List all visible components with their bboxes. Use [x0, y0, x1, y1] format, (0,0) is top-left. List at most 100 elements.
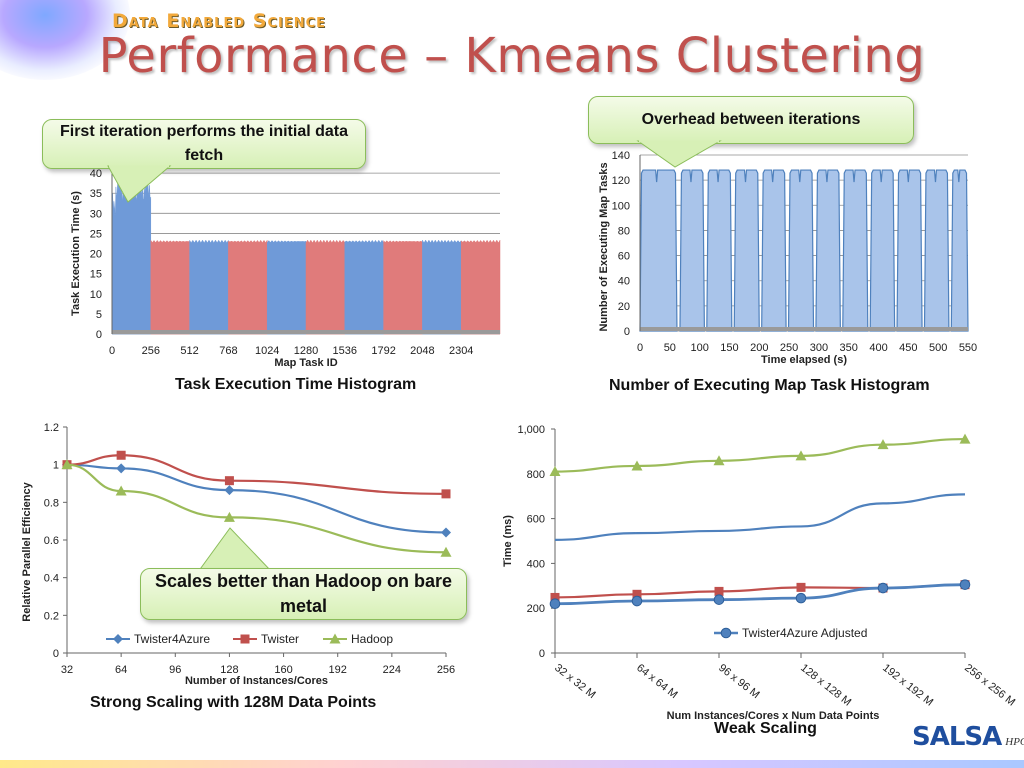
x-tick-label: 256 — [142, 345, 160, 357]
y-tick-label: 600 — [527, 514, 545, 526]
legend-marker — [720, 627, 732, 639]
x-axis-label: Map Task ID — [274, 357, 337, 369]
legend-marker — [113, 634, 123, 644]
data-point-twister — [224, 476, 234, 486]
data-point — [631, 460, 643, 471]
x-tick-label: 256 x 256 M — [962, 662, 1017, 709]
data-point-twister4azure — [224, 485, 235, 496]
executing-tasks-area — [896, 169, 923, 332]
x-tick-label: 32 x 32 M — [552, 662, 597, 701]
y-tick-label: 1,000 — [517, 424, 545, 436]
strong-scaling-chart: 0 0.2 0.4 0.6 0.8 1 1.2 32 64 96 128 160 192 224 256 Tw… — [21, 422, 455, 687]
executing-tasks-area — [815, 169, 841, 332]
executing-tasks-area — [869, 169, 896, 332]
x-tick-label: 550 — [959, 342, 977, 354]
executing-tasks-area — [842, 169, 869, 332]
y-tick-label: 0.6 — [44, 535, 59, 547]
x-tick-label: 96 — [169, 664, 181, 676]
x-tick-label: 350 — [840, 342, 858, 354]
x-tick-label: 512 — [180, 345, 198, 357]
y-tick-label: 120 — [612, 175, 630, 187]
executing-tasks-area — [761, 169, 787, 332]
y-tick-label: 0.8 — [44, 497, 59, 509]
caption-executing-histogram: Number of Executing Map Task Histogram — [609, 377, 930, 394]
y-tick-label: 35 — [90, 188, 102, 200]
data-point-hadoop — [440, 546, 452, 557]
x-tick-label: 64 — [115, 664, 127, 676]
data-point-hadoop — [61, 459, 73, 470]
data-point-hadoop — [223, 511, 235, 522]
histogram-bar — [422, 239, 462, 335]
x-tick-label: 400 — [869, 342, 887, 354]
x-tick-label: 1280 — [294, 345, 318, 357]
executing-tasks-area — [787, 169, 815, 332]
y-tick-label: 400 — [527, 558, 545, 570]
y-axis-label: Number of Executing Map Tasks — [598, 162, 610, 331]
bottom-gradient-bar — [0, 760, 1024, 768]
data-point — [713, 594, 725, 605]
x-axis-label: Num Instances/Cores x Num Data Points — [667, 710, 880, 722]
legend-marker — [240, 634, 250, 644]
series-line-twister4azure — [66, 463, 447, 534]
x-tick-label: 768 — [219, 345, 237, 357]
data-point — [959, 433, 971, 444]
salsa-hpc-logo: SALSAHPC — [912, 722, 1024, 752]
data-point — [714, 586, 724, 596]
legend-label: Hadoop — [351, 632, 393, 646]
y-tick-label: 40 — [618, 276, 630, 288]
legend-marker — [329, 633, 341, 644]
data-point-twister — [441, 489, 451, 499]
data-point-hadoop — [115, 485, 127, 496]
data-point — [877, 439, 889, 450]
executing-tasks-area — [733, 169, 760, 332]
data-point — [631, 595, 643, 607]
baseline-band — [112, 330, 500, 334]
caption-strong-scaling: Strong Scaling with 128M Data Points — [90, 694, 377, 711]
y-tick-label: 140 — [612, 150, 630, 162]
y-tick-label: 40 — [90, 168, 102, 180]
y-tick-label: 0 — [96, 329, 102, 341]
brand-header: Data Enabled Science — [112, 10, 326, 32]
histogram-bar — [150, 239, 190, 335]
legend-label: Twister4Azure — [134, 632, 210, 646]
y-tick-label: 25 — [90, 228, 102, 240]
x-axis-label: Number of Instances/Cores — [185, 675, 328, 687]
data-point — [549, 598, 561, 610]
y-tick-label: 20 — [90, 249, 102, 261]
series-line-hadoop — [66, 463, 447, 554]
data-point — [795, 450, 807, 461]
histogram-bar — [383, 239, 423, 335]
x-tick-label: 0 — [637, 342, 643, 354]
x-tick-label: 450 — [899, 342, 917, 354]
data-point-twister4azure — [441, 527, 451, 538]
data-point — [796, 582, 806, 592]
x-tick-label: 200 — [750, 342, 768, 354]
hpc-logo-suffix: HPC — [1005, 736, 1024, 748]
executing-tasks-area — [950, 169, 969, 332]
y-tick-label: 10 — [90, 289, 102, 301]
histogram-bar — [460, 239, 501, 335]
callout-overhead-pointer — [636, 140, 722, 168]
y-axis-label: Time (ms) — [502, 515, 514, 567]
x-tick-label: 50 — [664, 342, 676, 354]
x-tick-label: 64 x 64 M — [634, 662, 679, 701]
x-tick-label: 250 — [780, 342, 798, 354]
histogram-bar — [305, 239, 346, 335]
executing-tasks-area — [639, 169, 678, 332]
data-point — [550, 592, 560, 602]
x-tick-label: 1792 — [371, 345, 395, 357]
page-title: Performance – Kmeans Clustering — [98, 28, 926, 84]
y-tick-label: 100 — [612, 200, 630, 212]
x-tick-label: 192 — [329, 664, 347, 676]
caption-weak-scaling: Weak Scaling — [714, 720, 817, 737]
y-tick-label: 60 — [618, 251, 630, 263]
histogram-bar — [189, 239, 229, 335]
data-point — [713, 455, 725, 466]
callout-first-iteration-pointer — [107, 165, 172, 203]
series-line-twister — [66, 454, 447, 495]
x-tick-label: 100 — [690, 342, 708, 354]
x-tick-label: 128 — [220, 664, 238, 676]
y-axis-label: Relative Parallel Efficiency — [21, 481, 33, 621]
histogram-bar — [266, 240, 307, 335]
series-line — [554, 493, 966, 541]
